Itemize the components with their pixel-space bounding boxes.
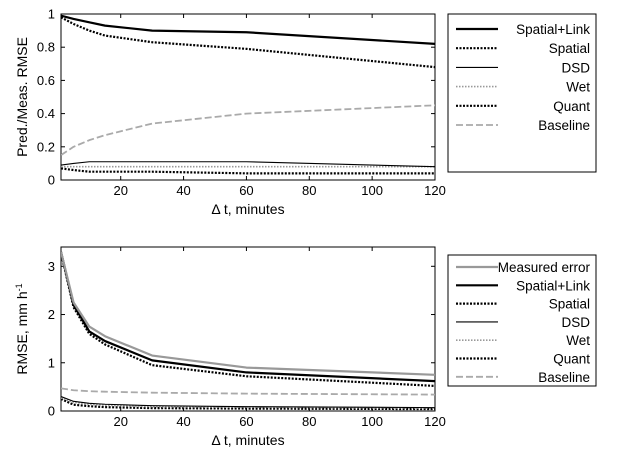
y-axis-label: Pred./Meas. RMSE	[14, 37, 30, 157]
x-tick-label: 60	[239, 414, 253, 429]
y-axis-label-superscript: -1	[14, 283, 24, 291]
legend-label: Spatial	[549, 297, 590, 312]
series-line-baseline	[61, 387, 435, 396]
x-tick-label: 80	[302, 414, 316, 429]
series-line-baseline	[61, 104, 435, 156]
legend: Measured error Spatial+Link Spatial DSD Wet Q…	[447, 254, 597, 387]
y-tick-label: 0	[48, 173, 55, 188]
x-tick-label: 40	[176, 183, 190, 198]
x-tick-label: 20	[113, 414, 127, 429]
x-axis-label: Δ t, minutes	[211, 201, 284, 217]
legend-label: Spatial+Link	[516, 278, 590, 293]
plot-frame	[60, 246, 436, 412]
y-axis-label: RMSE, mm h-1	[14, 283, 30, 374]
x-tick-label: 40	[176, 414, 190, 429]
legend-label: Measured error	[498, 260, 591, 275]
x-tick-label: 120	[424, 183, 446, 198]
legend-label: DSD	[561, 315, 590, 330]
legend-box	[447, 13, 597, 173]
plot-frame	[60, 13, 436, 181]
y-tick-label: 0.6	[37, 73, 55, 88]
legend-label: DSD	[561, 60, 590, 75]
series-line-measured-error	[61, 251, 435, 376]
series-line-quant	[61, 167, 435, 175]
legend-label: Baseline	[538, 118, 590, 133]
legend-box	[447, 254, 597, 387]
x-tick-label: 20	[113, 183, 127, 198]
y-tick-label: 1	[48, 7, 55, 22]
series-line-dsd	[61, 396, 435, 409]
legend-label: Wet	[566, 80, 590, 95]
legend-label: Quant	[553, 99, 590, 114]
legend-label: Spatial+Link	[516, 22, 590, 37]
x-tick-label: 120	[424, 414, 446, 429]
x-tick-label: 60	[239, 183, 253, 198]
chart-panel-2: 20 40 60 80 100 120 0 1 2 3 Δ t, minutes RMSE, mm h…	[14, 246, 597, 448]
legend-label: Quant	[553, 352, 590, 367]
series-line-spatial	[61, 252, 435, 388]
y-tick-label: 0.2	[37, 139, 55, 154]
y-tick-label: 0.4	[37, 106, 55, 121]
x-axis-label: Δ t, minutes	[211, 432, 284, 448]
x-tick-label: 80	[302, 183, 316, 198]
x-tick-label: 100	[361, 183, 383, 198]
x-tick-label: 100	[361, 414, 383, 429]
series-line-quant	[61, 397, 435, 411]
series-line-spatial	[61, 16, 435, 69]
legend-label: Baseline	[538, 370, 590, 385]
series-line-spatial-link	[61, 14, 435, 45]
legend-label: Spatial	[549, 41, 590, 56]
y-tick-label: 0.8	[37, 40, 55, 55]
y-tick-label: 0	[48, 404, 55, 419]
y-tick-label: 3	[48, 259, 55, 274]
chart-panel-1: 20 40 60 80 100 120 0 0.2 0.4 0.6 0.8 1 Δ t, minutes…	[14, 7, 597, 217]
series-line-dsd	[61, 161, 435, 168]
y-tick-label: 2	[48, 307, 55, 322]
legend: Spatial+Link Spatial DSD Wet Quant Baseline	[447, 13, 597, 173]
legend-label: Wet	[566, 333, 590, 348]
y-tick-label: 1	[48, 355, 55, 370]
series-line-spatial-link	[61, 251, 435, 383]
